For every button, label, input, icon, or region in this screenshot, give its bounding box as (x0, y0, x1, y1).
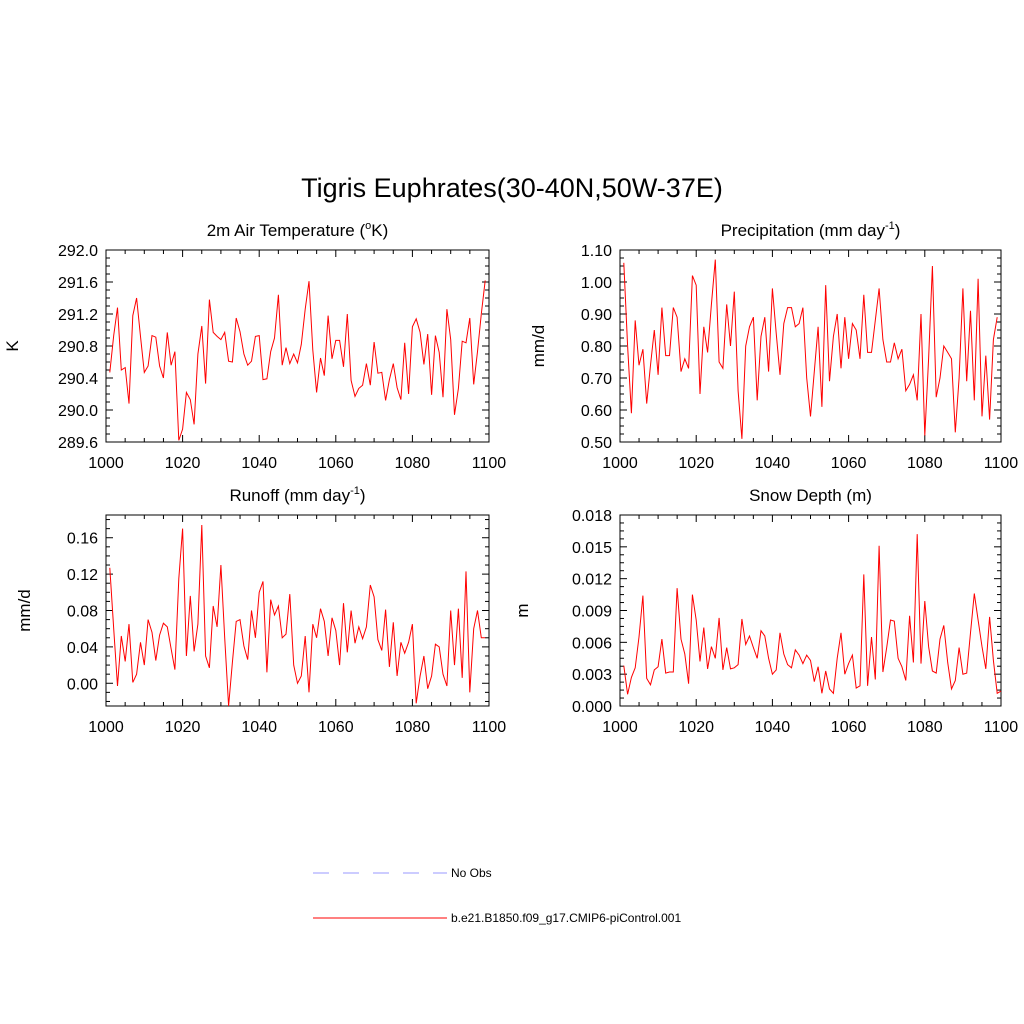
y-axis-title: m (513, 603, 532, 617)
x-tick-label: 1080 (395, 719, 431, 736)
y-tick-label: 0.08 (67, 604, 98, 621)
series-line (623, 259, 998, 439)
y-tick-label: 289.6 (58, 435, 98, 452)
panel-title: Snow Depth (m) (749, 486, 872, 505)
x-tick-label: 1040 (241, 455, 277, 472)
y-tick-label: 290.0 (58, 403, 98, 420)
x-tick-label: 1000 (602, 455, 638, 472)
x-tick-label: 1040 (241, 719, 277, 736)
panel-temperature: 2m Air Temperature (oK) 1000 1020 1040 1060 1… (3, 220, 506, 472)
x-tick-label: 1020 (165, 719, 201, 736)
x-tick-label: 1100 (472, 455, 507, 472)
panel-title: 2m Air Temperature (oK) (207, 220, 389, 240)
y-tick-label: 0.00 (67, 676, 98, 693)
panel-title-main: 2m Air Temperature ( (207, 221, 366, 240)
main-title: Tigris Euphrates(30-40N,50W-37E) (301, 173, 723, 203)
panel-title-main: Snow Depth (m) (749, 486, 872, 505)
panel-precipitation: Precipitation (mm day-1) 1000 1020 1040 1060… (529, 220, 1018, 472)
x-tick-label: 1020 (678, 719, 714, 736)
x-tick-label: 1100 (984, 455, 1019, 472)
panel-title-main: Precipitation (mm day (721, 221, 886, 240)
x-tick-label: 1000 (602, 719, 638, 736)
panel-title-superscript: -1 (885, 220, 895, 232)
panel-snow-depth: Snow Depth (m) 1000 1020 1040 1060 1080 1100 0.… (513, 486, 1018, 736)
series-line (109, 280, 486, 441)
panel-title-main: Runoff (mm day (229, 486, 350, 505)
y-tick-label: 0.006 (572, 635, 612, 652)
legend-label-no-obs: No Obs (451, 866, 492, 880)
x-tick-label: 1060 (831, 719, 867, 736)
y-tick-label: 290.8 (58, 339, 98, 356)
y-tick-label: 291.6 (58, 275, 98, 292)
x-tick-label: 1040 (755, 455, 791, 472)
y-tick-label: 0.12 (67, 567, 98, 584)
x-tick-label: 1080 (907, 719, 943, 736)
panel-runoff: Runoff (mm day-1) 1000 1020 1040 1060 1080 110… (15, 485, 506, 736)
y-tick-label: 1.10 (581, 243, 612, 260)
y-tick-label: 0.16 (67, 531, 98, 548)
y-axis-title: K (3, 340, 22, 352)
x-tick-label: 1100 (472, 719, 507, 736)
legend-label-model: b.e21.B1850.f09_g17.CMIP6-piControl.001 (451, 911, 681, 925)
x-tick-label: 1100 (984, 719, 1019, 736)
y-tick-label: 0.04 (67, 640, 98, 657)
panels: 2m Air Temperature (oK)1000 1020 1040 1060 1… (3, 220, 1018, 736)
y-tick-label: 0.012 (572, 572, 612, 589)
x-tick-label: 1080 (395, 455, 431, 472)
x-tick-label: 1000 (88, 719, 124, 736)
plot-frame (619, 514, 1002, 707)
x-tick-label: 1020 (678, 455, 714, 472)
panel-title-tail: ) (895, 221, 901, 240)
panel-title: Runoff (mm day-1) (229, 485, 365, 505)
series-line (109, 524, 486, 707)
x-tick-label: 1000 (88, 455, 124, 472)
y-tick-label: 1.00 (581, 275, 612, 292)
plot-frame (105, 249, 490, 443)
y-tick-label: 290.4 (58, 371, 98, 388)
series-line (623, 534, 1002, 695)
panel-title-superscript: o (365, 220, 371, 232)
panel-title-superscript: -1 (350, 485, 360, 497)
y-tick-label: 0.80 (581, 339, 612, 356)
y-axis-title: mm/d (529, 325, 548, 368)
panel-title-tail: ) (360, 486, 366, 505)
x-tick-label: 1080 (907, 455, 943, 472)
y-tick-label: 0.015 (572, 540, 612, 557)
x-tick-label: 1020 (165, 455, 201, 472)
y-tick-label: 291.2 (58, 307, 98, 324)
y-tick-label: 292.0 (58, 243, 98, 260)
y-tick-label: 0.000 (572, 699, 612, 716)
y-tick-label: 0.009 (572, 604, 612, 621)
legend: No Obs b.e21.B1850.f09_g17.CMIP6-piContr… (313, 866, 681, 925)
y-tick-label: 0.018 (572, 508, 612, 525)
y-axis-title: mm/d (15, 589, 34, 632)
y-tick-label: 0.003 (572, 667, 612, 684)
y-tick-label: 0.90 (581, 307, 612, 324)
panel-title-tail: K) (371, 221, 388, 240)
panel-title: Precipitation (mm day-1) (721, 220, 901, 240)
y-tick-label: 0.60 (581, 403, 612, 420)
y-tick-label: 0.70 (581, 371, 612, 388)
x-tick-label: 1060 (831, 455, 867, 472)
x-tick-label: 1040 (755, 719, 791, 736)
y-tick-label: 0.50 (581, 435, 612, 452)
x-tick-label: 1060 (318, 719, 354, 736)
x-tick-label: 1060 (318, 455, 354, 472)
